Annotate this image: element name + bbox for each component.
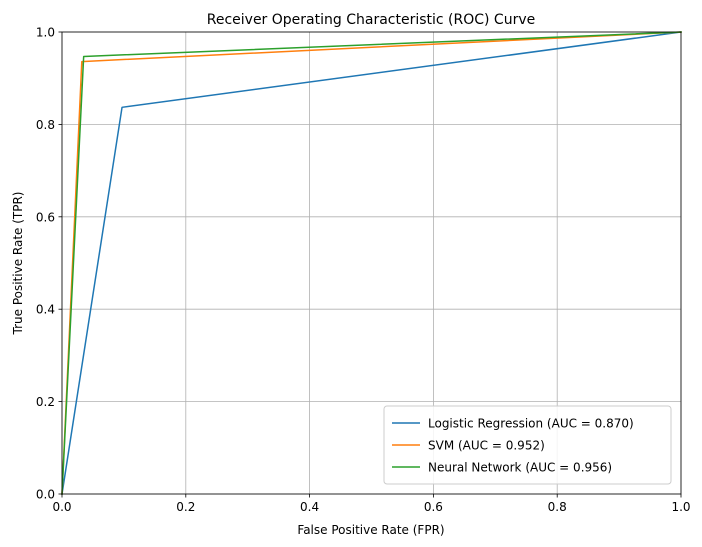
x-tick-label: 0.4 bbox=[300, 500, 319, 514]
legend-box bbox=[383, 405, 672, 485]
x-tick-label: 0.2 bbox=[176, 500, 195, 514]
legend-label-1: SVM (AUC = 0.952) bbox=[428, 439, 545, 453]
plot-frame bbox=[61, 31, 682, 495]
y-tick-label: 0.0 bbox=[36, 488, 55, 502]
y-tick-label: 0.2 bbox=[36, 395, 55, 409]
y-axis-label: True Positive Rate (TPR) bbox=[11, 192, 25, 336]
legend-label-0: Logistic Regression (AUC = 0.870) bbox=[428, 417, 634, 431]
x-axis-ticks: 0.0 0.2 0.4 0.6 0.8 1.0 bbox=[52, 494, 691, 514]
y-tick-label: 0.4 bbox=[36, 303, 55, 317]
y-tick-label: 0.6 bbox=[36, 210, 55, 224]
series-line-2 bbox=[61, 31, 682, 495]
y-axis-ticks: 0.0 0.2 0.4 0.6 0.8 1.0 bbox=[36, 26, 62, 502]
x-tick-label: 0.8 bbox=[548, 500, 567, 514]
x-axis-label: False Positive Rate (FPR) bbox=[297, 523, 444, 537]
x-tick-label: 0.6 bbox=[424, 500, 443, 514]
chart-title: Receiver Operating Characteristic (ROC) … bbox=[207, 12, 536, 28]
x-tick-label: 0.0 bbox=[52, 500, 71, 514]
series-line-0 bbox=[61, 31, 682, 495]
x-tick-label: 1.0 bbox=[671, 500, 690, 514]
series-layer bbox=[61, 31, 682, 495]
y-tick-label: 0.8 bbox=[36, 118, 55, 132]
legend: Logistic Regression (AUC = 0.870) SVM (AU… bbox=[383, 405, 672, 485]
y-tick-label: 1.0 bbox=[36, 26, 55, 40]
legend-label-2: Neural Network (AUC = 0.956) bbox=[428, 461, 612, 475]
